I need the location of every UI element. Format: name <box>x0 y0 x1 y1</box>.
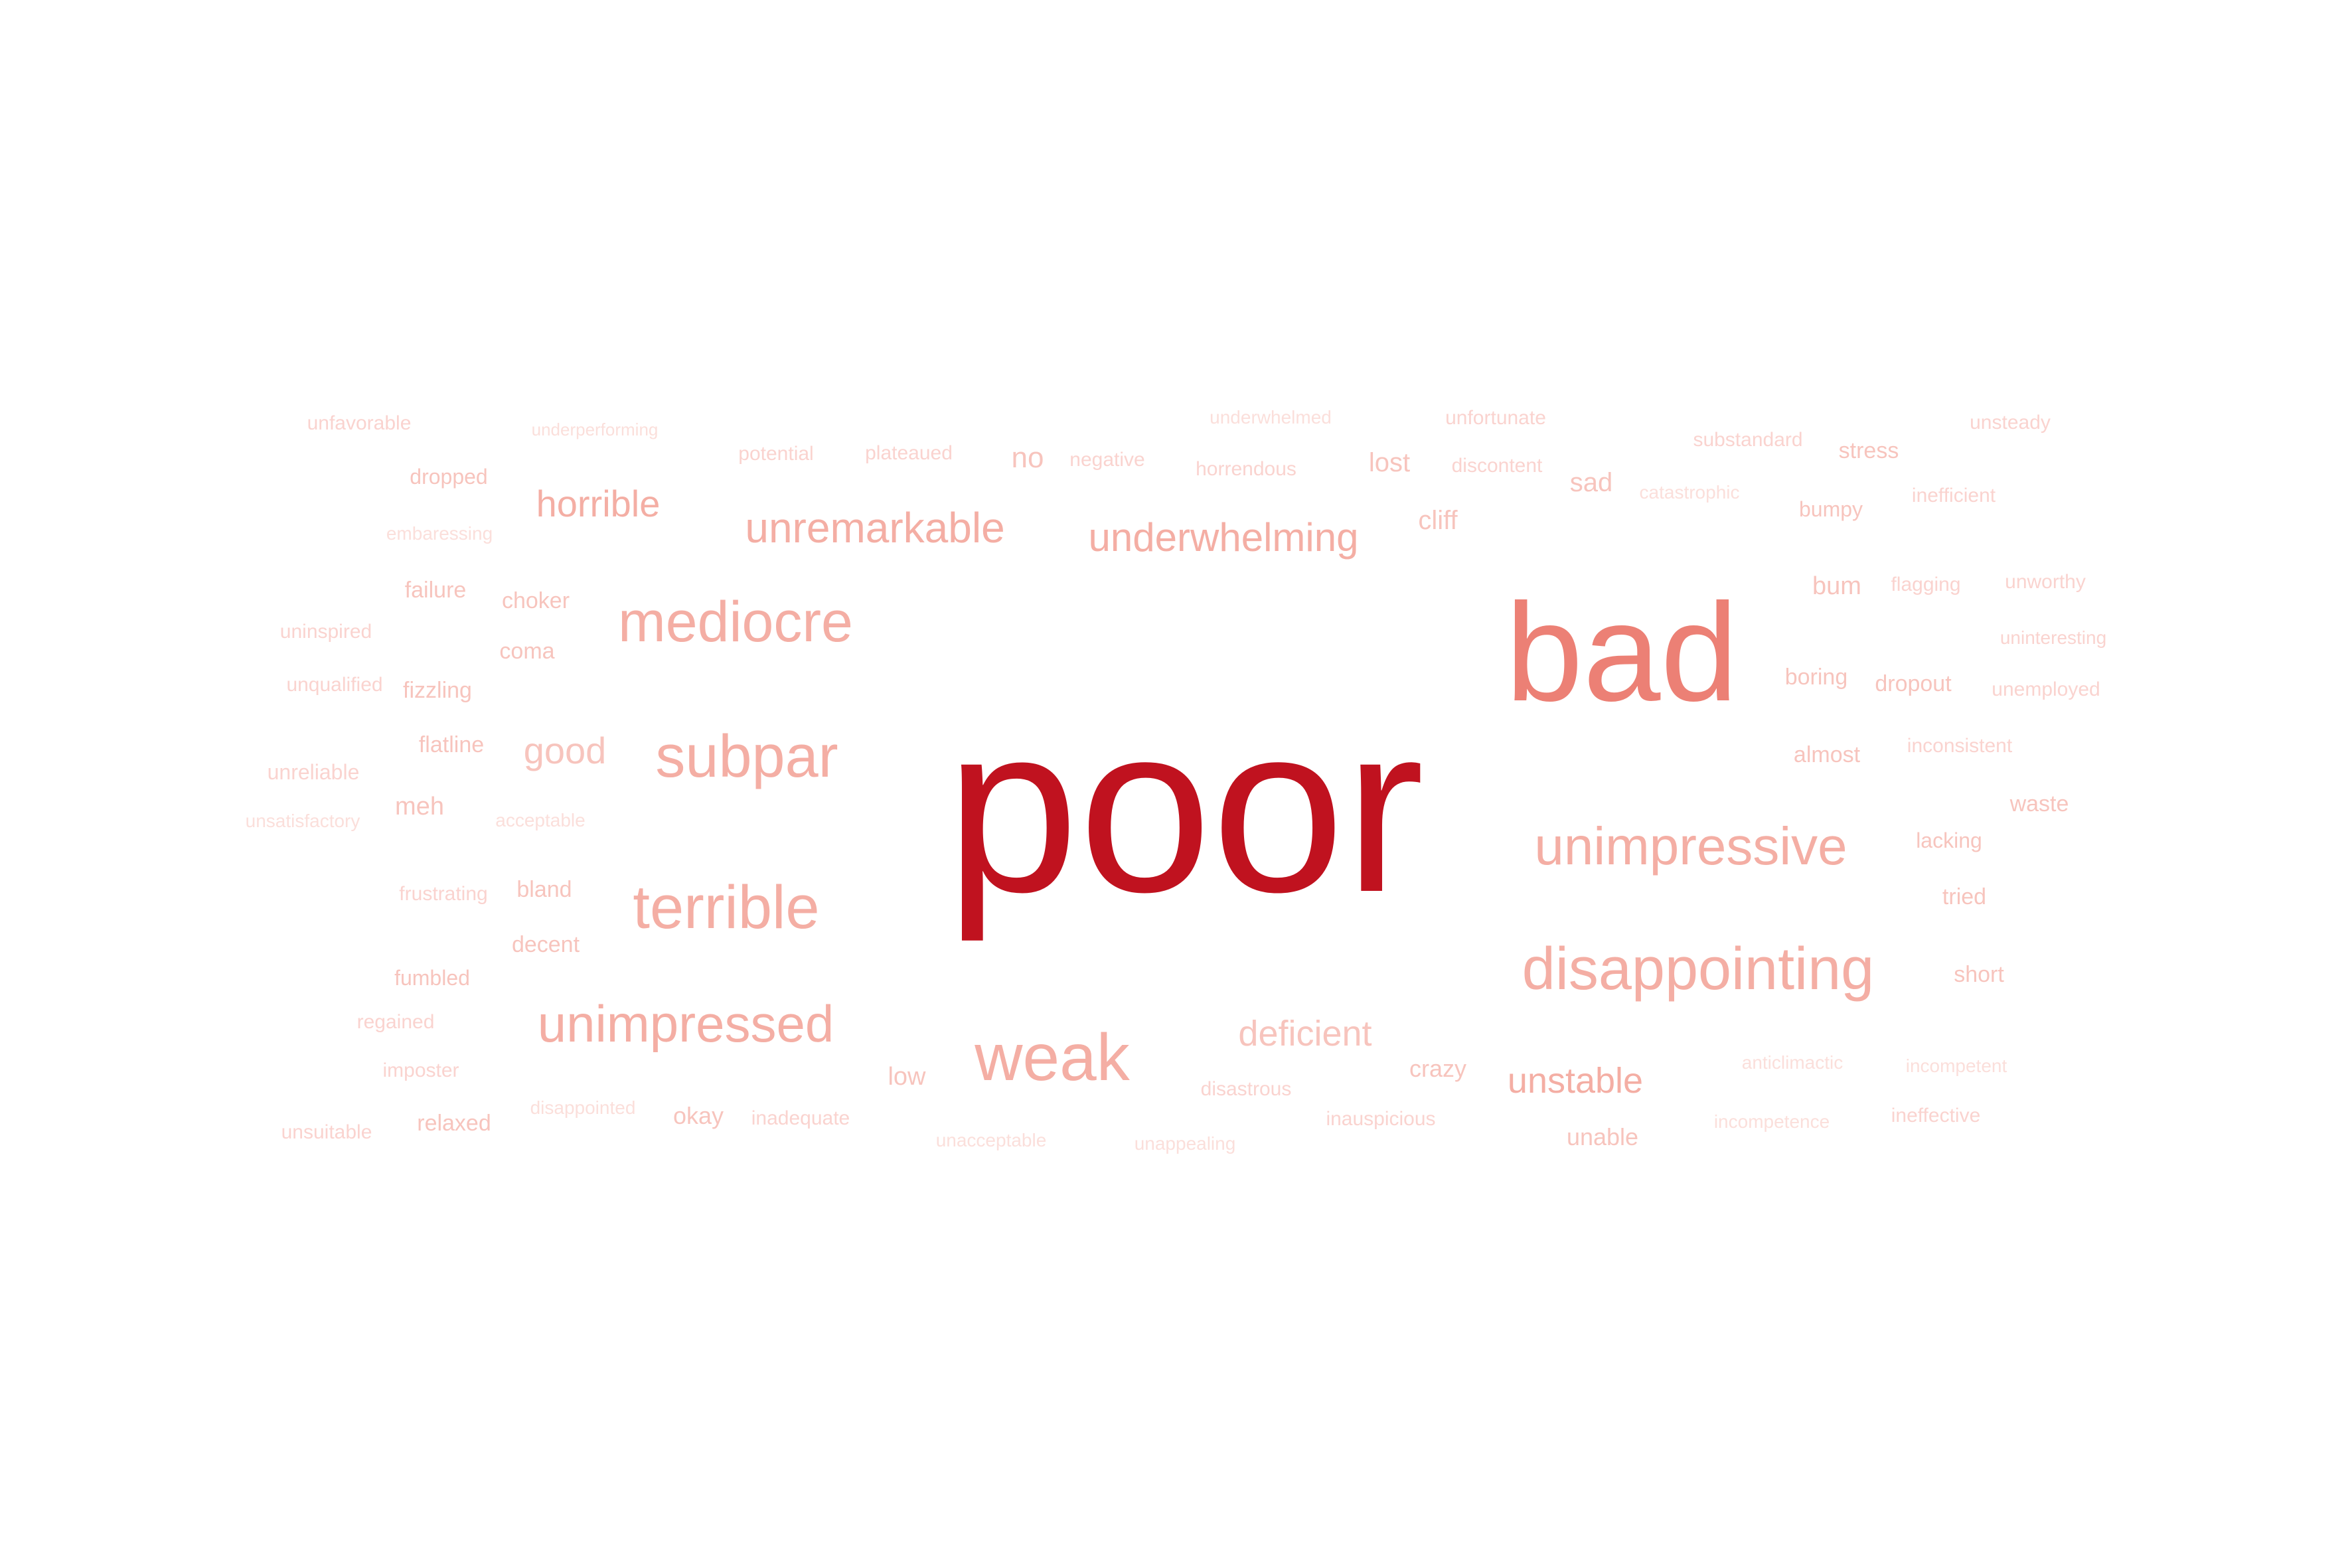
word-sad: sad <box>1569 468 1613 497</box>
word-unreliable: unreliable <box>267 760 360 784</box>
word-unimpressed: unimpressed <box>537 994 834 1053</box>
word-short: short <box>1954 962 2004 987</box>
word-underwhelmed: underwhelmed <box>1210 407 1332 428</box>
word-unimpressive: unimpressive <box>1534 817 1847 876</box>
word-catastrophic: catastrophic <box>1639 482 1740 503</box>
word-bland: bland <box>516 877 572 902</box>
word-stress: stress <box>1838 438 1899 463</box>
word-unfavorable: unfavorable <box>307 412 412 434</box>
word-dropped: dropped <box>410 465 488 489</box>
word-imposter: imposter <box>382 1059 459 1081</box>
word-bumpy: bumpy <box>1798 497 1863 521</box>
word-poor: poor <box>945 675 1425 942</box>
word-cliff: cliff <box>1418 506 1458 535</box>
word-plateaued: plateaued <box>865 442 953 464</box>
word-unsatisfactory: unsatisfactory <box>245 811 360 831</box>
word-unqualified: unqualified <box>286 674 383 696</box>
word-unstable: unstable <box>1507 1061 1644 1101</box>
word-horrible: horrible <box>536 483 661 524</box>
word-underwhelming: underwhelming <box>1088 515 1359 560</box>
word-okay: okay <box>672 1102 724 1129</box>
word-lost: lost <box>1368 448 1411 477</box>
word-failure: failure <box>404 578 467 603</box>
word-boring: boring <box>1784 665 1848 690</box>
word-fizzling: fizzling <box>403 678 472 703</box>
word-unable: unable <box>1566 1123 1639 1150</box>
word-bum: bum <box>1812 572 1861 600</box>
word-subpar: subpar <box>655 724 838 790</box>
word-substandard: substandard <box>1693 429 1803 451</box>
word-lacking: lacking <box>1916 828 1982 852</box>
word-discontent: discontent <box>1451 455 1543 477</box>
word-unsteady: unsteady <box>1970 412 2051 433</box>
word-negative: negative <box>1069 449 1145 471</box>
word-mediocre: mediocre <box>618 590 853 654</box>
word-bad: bad <box>1505 574 1739 730</box>
word-terrible: terrible <box>633 874 820 941</box>
word-choker: choker <box>501 588 570 613</box>
word-coma: coma <box>499 639 555 664</box>
word-ineffective: ineffective <box>1891 1105 1981 1127</box>
word-tried: tried <box>1942 884 1987 909</box>
word-embaressing: embaressing <box>386 523 493 544</box>
word-unworthy: unworthy <box>2005 571 2086 593</box>
word-waste: waste <box>2009 791 2069 817</box>
word-anticlimactic: anticlimactic <box>1741 1052 1843 1073</box>
word-incompetence: incompetence <box>1713 1111 1830 1132</box>
word-regained: regained <box>356 1011 435 1033</box>
word-flatline: flatline <box>418 732 485 757</box>
word-disappointed: disappointed <box>530 1097 636 1118</box>
word-inadequate: inadequate <box>751 1107 850 1129</box>
word-meh: meh <box>395 793 444 821</box>
word-decent: decent <box>511 932 580 957</box>
word-incompetent: incompetent <box>1905 1056 2007 1076</box>
word-no: no <box>1011 441 1044 474</box>
word-flagging: flagging <box>1891 574 1961 595</box>
word-low: low <box>888 1063 926 1091</box>
word-unsuitable: unsuitable <box>281 1121 372 1143</box>
word-relaxed: relaxed <box>417 1111 491 1136</box>
word-good: good <box>523 730 607 771</box>
word-unfortunate: unfortunate <box>1445 407 1546 429</box>
word-deficient: deficient <box>1238 1014 1372 1054</box>
word-dropout: dropout <box>1875 671 1952 696</box>
word-underperforming: underperforming <box>531 420 659 439</box>
word-disastrous: disastrous <box>1200 1078 1292 1100</box>
word-fumbled: fumbled <box>394 966 470 990</box>
word-uninteresting: uninteresting <box>1999 627 2107 648</box>
word-acceptable: acceptable <box>495 810 586 830</box>
word-disappointing: disappointing <box>1522 936 1875 1002</box>
word-unacceptable: unacceptable <box>935 1130 1047 1150</box>
word-inefficient: inefficient <box>1911 485 1996 507</box>
word-unremarkable: unremarkable <box>745 504 1005 552</box>
word-horrendous: horrendous <box>1196 458 1296 480</box>
word-unemployed: unemployed <box>1992 678 2100 700</box>
word-inauspicious: inauspicious <box>1326 1108 1436 1130</box>
word-potential: potential <box>738 443 814 465</box>
word-weak: weak <box>975 1020 1130 1095</box>
word-uninspired: uninspired <box>279 621 372 643</box>
word-unappealing: unappealing <box>1134 1133 1236 1154</box>
word-frustrating: frustrating <box>399 883 488 905</box>
word-almost: almost <box>1793 742 1861 767</box>
word-crazy: crazy <box>1409 1055 1467 1082</box>
word-inconsistent: inconsistent <box>1907 735 2013 757</box>
